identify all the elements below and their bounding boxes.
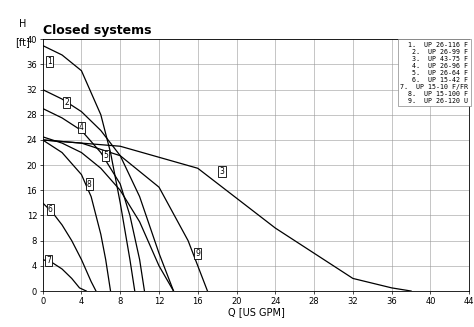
Text: 3: 3 — [219, 167, 225, 176]
Text: 1.  UP 26-116 F
2.  UP 26-99 F
3.  UP 43-75 F
4.  UP 26-96 F
5.  UP 26-64 F
6.  : 1. UP 26-116 F 2. UP 26-99 F 3. UP 43-75… — [401, 42, 468, 104]
Text: 1: 1 — [47, 57, 52, 66]
Text: H: H — [19, 19, 27, 29]
Text: 5: 5 — [103, 151, 108, 160]
Text: 9: 9 — [195, 249, 200, 258]
Text: 7: 7 — [46, 256, 51, 265]
Text: 8: 8 — [87, 180, 91, 189]
Text: 4: 4 — [79, 123, 84, 132]
Text: 2: 2 — [64, 98, 69, 107]
Text: Closed systems: Closed systems — [43, 24, 151, 37]
Text: 6: 6 — [48, 205, 53, 214]
Text: [ft]: [ft] — [15, 37, 30, 47]
X-axis label: Q [US GPM]: Q [US GPM] — [228, 307, 284, 317]
